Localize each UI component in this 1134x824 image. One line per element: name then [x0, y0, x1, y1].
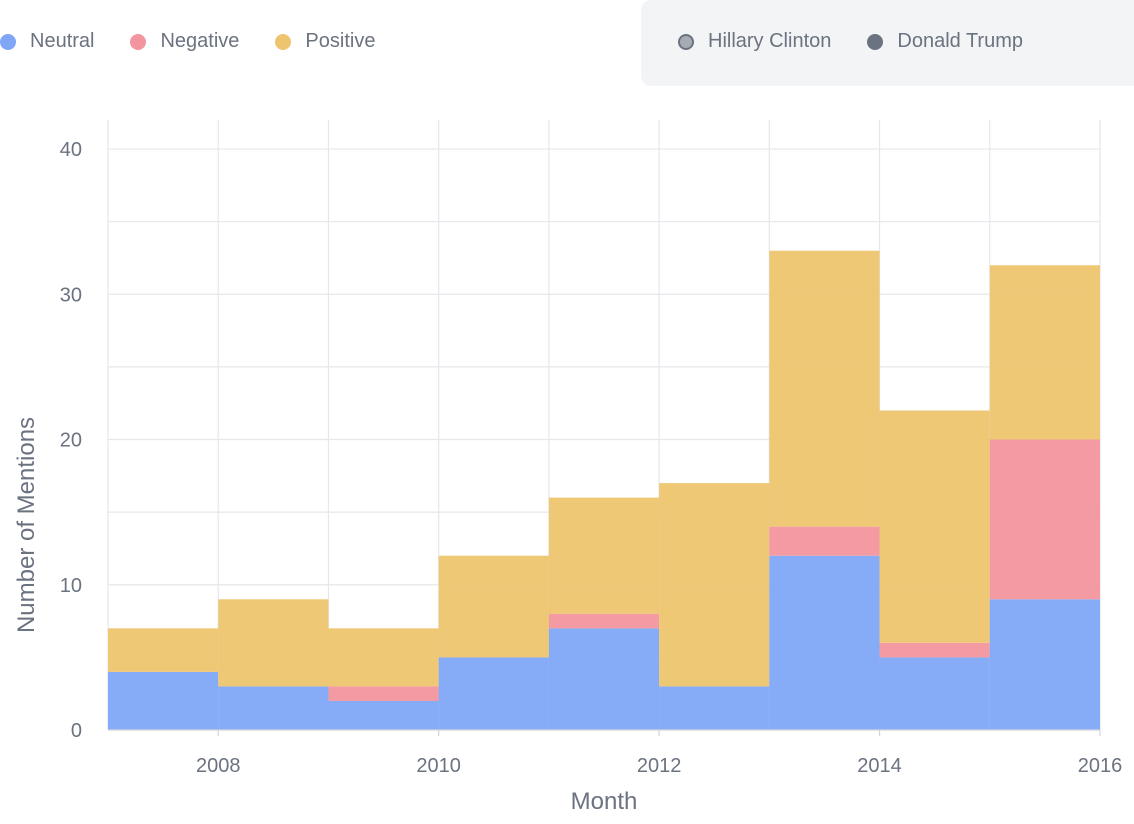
- x-axis-title: Month: [571, 788, 638, 815]
- bar-neutral-1: [218, 686, 329, 730]
- bar-neutral-8: [989, 599, 1100, 730]
- y-axis-title: Number of Mentions: [13, 417, 40, 633]
- x-tick-label: 2010: [416, 755, 461, 777]
- bar-positive-6: [769, 250, 880, 527]
- y-tick-label: 30: [60, 284, 82, 306]
- x-tick-label: 2008: [196, 755, 241, 777]
- bar-neutral-7: [879, 657, 990, 730]
- legend-item-positive[interactable]: Positive: [275, 30, 375, 53]
- bar-positive-7: [879, 410, 990, 643]
- neutral-dot-icon: [0, 33, 16, 50]
- person-label-donald-trump: Donald Trump: [897, 30, 1023, 52]
- person-item-donald-trump[interactable]: Donald Trump: [867, 30, 1023, 53]
- bar-neutral-5: [659, 686, 770, 730]
- x-tick-label: 2012: [637, 755, 682, 777]
- legend-label-neutral: Neutral: [30, 30, 95, 52]
- y-tick-label: 40: [60, 139, 82, 161]
- bar-negative-7: [879, 642, 990, 658]
- y-tick-label: 20: [60, 430, 82, 452]
- bar-positive-4: [548, 497, 660, 614]
- legend-item-neutral[interactable]: Neutral: [0, 30, 94, 53]
- legend-label-negative: Negative: [160, 30, 240, 52]
- bar-positive-3: [438, 555, 549, 658]
- bar-negative-6: [769, 526, 880, 556]
- mentions-chart: 0 10 20 30 40 2008 2010 2012 2014 2016 Month Number…: [13, 120, 1123, 815]
- bar-negative-2: [328, 686, 439, 701]
- bar-positive-0: [108, 628, 219, 672]
- bar-neutral-2: [328, 700, 439, 730]
- bar-positive-1: [218, 599, 329, 687]
- donald-trump-dot-icon: [867, 33, 884, 50]
- person-label-hillary-clinton: Hillary Clinton: [708, 30, 832, 52]
- person-filter-panel: [641, 0, 1134, 86]
- bar-neutral-3: [438, 657, 549, 730]
- bar-positive-8: [989, 265, 1100, 440]
- x-tick-label: 2016: [1078, 755, 1123, 777]
- bar-negative-8: [989, 439, 1100, 600]
- y-tick-label: 10: [60, 575, 82, 597]
- person-legend: Hillary Clinton Donald Trump: [678, 30, 1059, 53]
- legend-label-positive: Positive: [305, 30, 376, 52]
- bar-negative-4: [548, 613, 660, 629]
- bar-positive-2: [328, 628, 439, 687]
- person-item-hillary-clinton[interactable]: Hillary Clinton: [678, 30, 831, 53]
- y-tick-label: 0: [71, 720, 82, 742]
- negative-dot-icon: [130, 33, 147, 50]
- positive-dot-icon: [275, 33, 292, 50]
- sentiment-legend: Neutral Negative Positive: [0, 30, 411, 53]
- bar-neutral-0: [108, 671, 219, 730]
- bar-neutral-6: [769, 555, 880, 730]
- hillary-clinton-dot-icon: [678, 33, 694, 50]
- x-tick-label: 2014: [857, 755, 902, 777]
- bar-neutral-4: [548, 628, 660, 730]
- bar-positive-5: [659, 483, 770, 687]
- legend-item-negative[interactable]: Negative: [130, 30, 239, 53]
